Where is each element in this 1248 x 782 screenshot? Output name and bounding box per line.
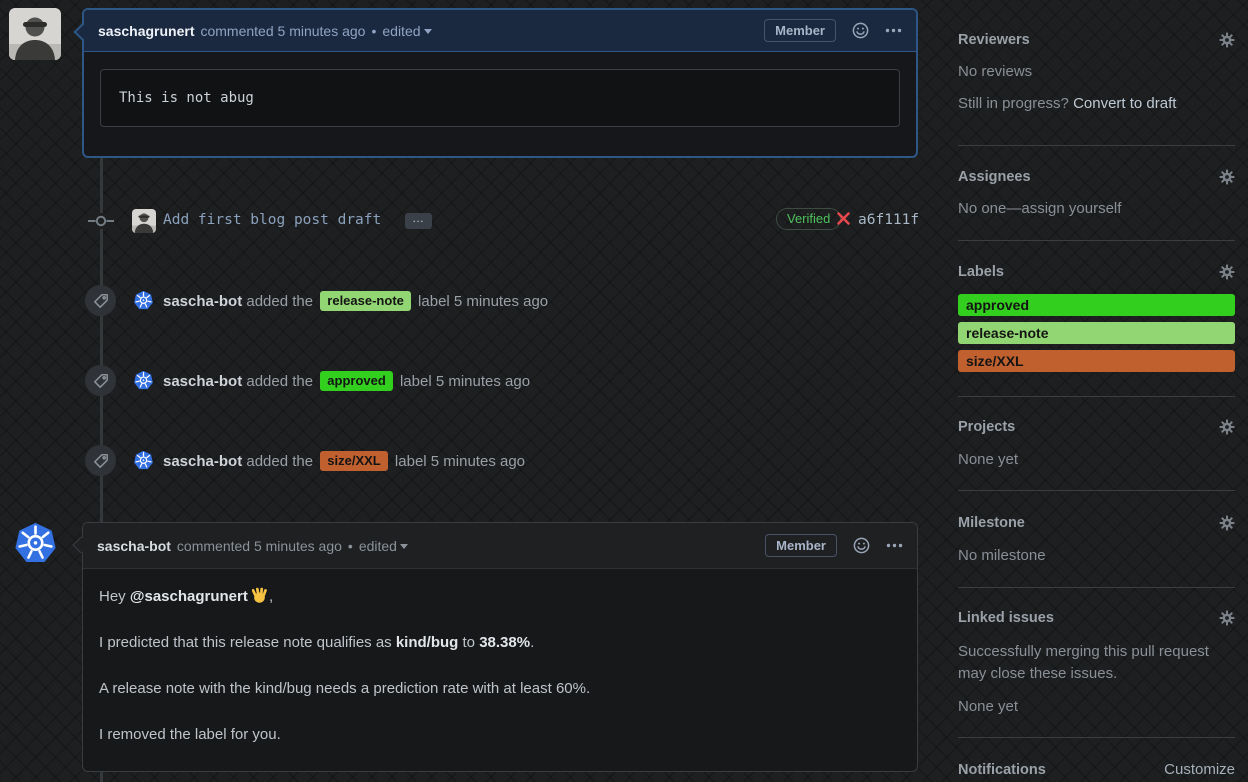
sidebar-section-reviewers: Reviewers [958, 32, 1235, 48]
sidebar-section-notifications: Notifications Customize [958, 761, 1235, 778]
linked-issues-empty-text: None yet [958, 698, 1019, 715]
event-text: sascha-bot added the release-note label … [163, 291, 549, 311]
convert-to-draft-link[interactable]: Convert to draft [1073, 95, 1177, 112]
event-label-pill[interactable]: size/XXL [320, 451, 388, 471]
divider [958, 145, 1235, 146]
sidebar-section-milestone: Milestone [958, 515, 1235, 531]
commit-expander-button[interactable]: … [405, 212, 432, 229]
divider [958, 587, 1235, 588]
sidebar-label-approved[interactable]: approved [958, 294, 1235, 316]
add-reaction-icon[interactable] [852, 22, 869, 39]
add-reaction-icon[interactable] [853, 537, 870, 554]
milestone-title: Milestone [958, 515, 1025, 531]
event-text: sascha-bot added the approved label 5 mi… [163, 371, 531, 391]
sidebar-section-labels: Labels [958, 264, 1235, 280]
comment-saschagrunert: saschagrunert commented 5 minutes ago • … [73, 8, 918, 158]
status-failure-x-icon[interactable] [836, 211, 851, 226]
greeting-paragraph: Hey @saschagrunert , [99, 587, 274, 605]
milestone-empty-text: No milestone [958, 547, 1046, 564]
divider [958, 240, 1235, 241]
avatar-sascha-bot[interactable] [133, 370, 154, 391]
chevron-down-icon [423, 29, 432, 35]
reviewers-hint: Still in progress? Convert to draft [958, 95, 1177, 112]
tag-icon [85, 445, 116, 476]
dot-separator: • [371, 22, 377, 39]
requirement-paragraph: A release note with the kind/bug needs a… [99, 680, 591, 697]
gear-icon[interactable] [1219, 610, 1235, 626]
avatar-sascha-bot[interactable] [133, 450, 154, 471]
reviewers-empty-text: No reviews [958, 63, 1033, 80]
avatar-sascha-bot-large[interactable] [13, 521, 58, 566]
timeline-event-label-added: sascha-bot added the approved label 5 mi… [0, 365, 918, 396]
comment-header: sascha-bot commented 5 minutes ago • edi… [83, 523, 917, 569]
projects-empty-text: None yet [958, 451, 1019, 468]
comment-author[interactable]: saschagrunert [98, 22, 195, 39]
chevron-down-icon [399, 544, 408, 550]
avatar-sascha-bot[interactable] [133, 290, 154, 311]
projects-title: Projects [958, 419, 1016, 435]
divider [958, 490, 1235, 491]
git-commit-icon [87, 213, 115, 229]
sidebar-section-linked-issues: Linked issues [958, 610, 1235, 626]
reviewers-title: Reviewers [958, 32, 1030, 48]
gear-icon[interactable] [1219, 32, 1235, 48]
avatar-commit-author[interactable] [132, 209, 156, 233]
sidebar: Reviewers No reviews Still in progress? … [958, 0, 1235, 782]
divider [958, 737, 1235, 738]
tag-icon [85, 365, 116, 396]
event-actor[interactable]: sascha-bot [163, 373, 243, 390]
member-badge: Member [764, 19, 836, 42]
customize-notifications-link[interactable]: Customize [1164, 761, 1235, 778]
event-actor[interactable]: sascha-bot [163, 453, 243, 470]
comment-timestamp[interactable]: commented 5 minutes ago [200, 22, 366, 39]
comment-timestamp[interactable]: commented 5 minutes ago [176, 537, 342, 554]
commit-sha-link[interactable]: a6f111f [858, 212, 920, 228]
code-text: This is not abug [119, 90, 254, 106]
verified-badge[interactable]: Verified [776, 208, 842, 230]
divider [958, 396, 1235, 397]
comment-sascha-bot: sascha-bot commented 5 minutes ago • edi… [72, 522, 918, 772]
linked-issues-description: Successfully merging this pull request m… [958, 643, 1209, 682]
prediction-paragraph: I predicted that this release note quali… [99, 634, 535, 651]
avatar-saschagrunert[interactable] [9, 8, 61, 60]
edited-dropdown[interactable]: edited [359, 538, 408, 554]
labels-list: approved release-note size/XXL [958, 294, 1235, 378]
event-label-pill[interactable]: release-note [320, 291, 411, 311]
sidebar-section-assignees: Assignees [958, 169, 1235, 185]
waving-hand-emoji [251, 587, 269, 604]
edited-dropdown[interactable]: edited [382, 23, 432, 39]
user-mention[interactable]: @saschagrunert [129, 588, 248, 605]
assignees-empty-text: No one—assign yourself [958, 200, 1122, 217]
comment-header: saschagrunert commented 5 minutes ago • … [84, 10, 916, 52]
dot-separator: • [347, 537, 353, 554]
gear-icon[interactable] [1219, 169, 1235, 185]
linked-issues-title: Linked issues [958, 610, 1054, 626]
assignees-title: Assignees [958, 169, 1031, 185]
gear-icon[interactable] [1219, 419, 1235, 435]
kebab-menu-icon[interactable] [886, 543, 903, 548]
event-text: sascha-bot added the size/XXL label 5 mi… [163, 451, 526, 471]
comment-author[interactable]: sascha-bot [97, 537, 171, 554]
comment-body: Hey @saschagrunert , I predicted that th… [83, 569, 917, 782]
sidebar-section-projects: Projects [958, 419, 1235, 435]
gear-icon[interactable] [1219, 515, 1235, 531]
notifications-title: Notifications [958, 761, 1046, 778]
event-actor[interactable]: sascha-bot [163, 293, 243, 310]
event-label-pill[interactable]: approved [320, 371, 393, 391]
tag-icon [85, 285, 116, 316]
kebab-menu-icon[interactable] [885, 28, 902, 33]
timeline-event-label-added: sascha-bot added the release-note label … [0, 285, 918, 316]
sidebar-label-size-xxl[interactable]: size/XXL [958, 350, 1235, 372]
assign-yourself-link[interactable]: assign yourself [1021, 200, 1122, 217]
comment-code-block: This is not abug [100, 69, 900, 127]
member-badge: Member [765, 534, 837, 557]
sidebar-label-release-note[interactable]: release-note [958, 322, 1235, 344]
removal-paragraph: I removed the label for you. [99, 726, 281, 743]
timeline-event-label-added: sascha-bot added the size/XXL label 5 mi… [0, 445, 918, 476]
labels-title: Labels [958, 264, 1004, 280]
gear-icon[interactable] [1219, 264, 1235, 280]
commit-message-link[interactable]: Add first blog post draft [163, 212, 382, 228]
